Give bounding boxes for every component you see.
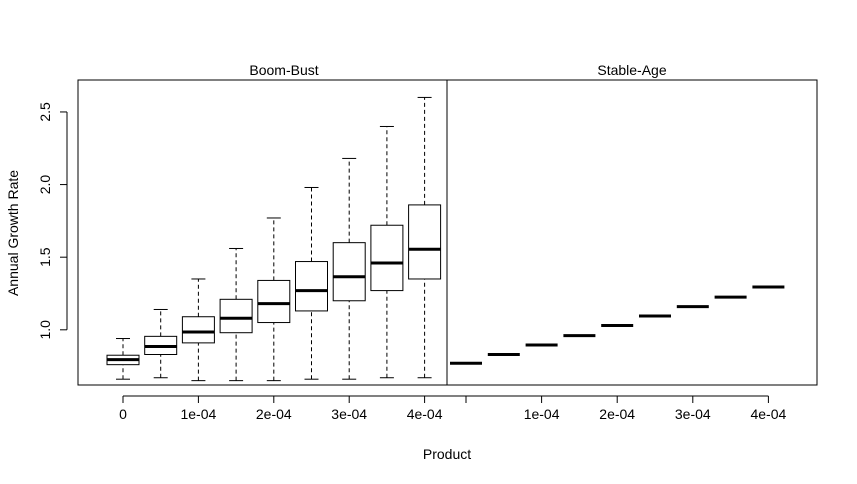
boxes-stable-age (450, 285, 785, 365)
y-tick-label: 2.0 (37, 175, 53, 195)
panel-stable-age: Stable-Age (446, 62, 818, 386)
iqr-box (295, 261, 328, 312)
y-axis-label: Annual Growth Rate (5, 170, 21, 296)
x-tick-label: 3e-04 (331, 406, 367, 422)
y-tick-label: 1.5 (37, 247, 53, 267)
panel-frame-stable-age (446, 79, 818, 386)
box-0-1 (144, 308, 178, 379)
x-tick-label: 2e-04 (599, 406, 635, 422)
box-0-7 (370, 125, 404, 379)
iqr-box (370, 224, 404, 292)
boxes-boom-bust (106, 96, 442, 382)
box-0-0 (106, 338, 140, 380)
box-0-8 (408, 96, 442, 379)
x-tick-label: 1e-04 (180, 406, 216, 422)
box-0-3 (219, 247, 253, 382)
iqr-box (408, 204, 442, 280)
box-0-4 (257, 217, 291, 382)
iqr-box (219, 298, 253, 334)
y-tick-label: 1.0 (37, 320, 53, 340)
panel-title-stable-age: Stable-Age (597, 62, 666, 78)
x-tick-label: 3e-04 (675, 406, 711, 422)
x-axis-label: Product (423, 446, 471, 462)
y-axis: 1.0 1.5 2.0 2.5 (37, 102, 68, 340)
x-tick-label: 2e-04 (256, 406, 292, 422)
x-tick-label: 1e-04 (524, 406, 560, 422)
x-tick-label: 0 (119, 406, 127, 422)
panel-title-boom-bust: Boom-Bust (249, 62, 318, 78)
box-0-6 (332, 157, 366, 380)
y-ticks: 1.0 1.5 2.0 2.5 (37, 102, 67, 340)
panel-boom-bust: Boom-Bust (77, 62, 448, 386)
x-ticks: 0 1e-04 2e-04 3e-04 4e-04 1e-04 2e-04 3e-04 4e-0… (119, 395, 787, 422)
iqr-box (257, 279, 291, 324)
x-axis: 0 1e-04 2e-04 3e-04 4e-04 1e-04 2e-04 3e-04 4e-0… (119, 395, 787, 422)
x-tick-label: 4e-04 (750, 406, 786, 422)
iqr-box (181, 316, 215, 344)
box-0-2 (181, 278, 215, 382)
y-tick-label: 2.5 (37, 102, 53, 122)
x-tick-label: 4e-04 (407, 406, 443, 422)
box-0-5 (295, 186, 328, 380)
iqr-box (332, 242, 366, 302)
